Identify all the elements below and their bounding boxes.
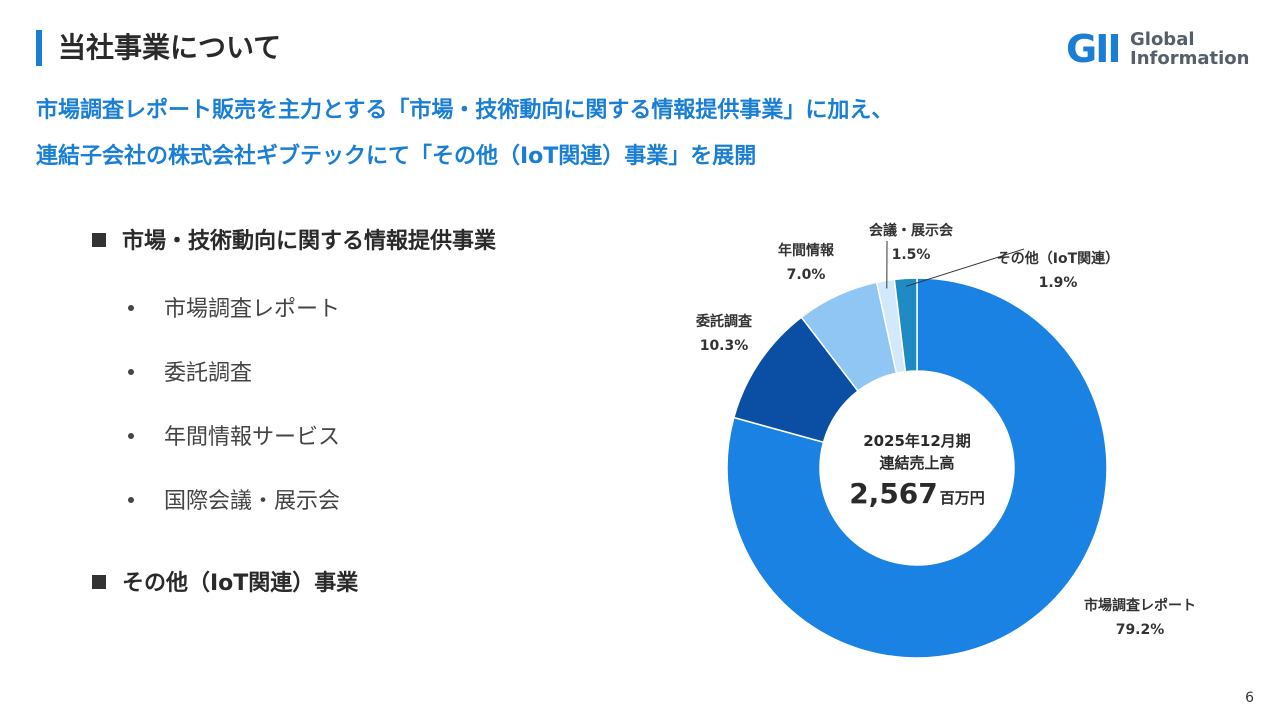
bullet-dot-icon xyxy=(128,369,134,375)
list-item: 委託調査 xyxy=(128,356,340,420)
bullet-dot-icon xyxy=(128,305,134,311)
slice-label-iot-other: その他（IoT関連） xyxy=(997,250,1119,267)
company-logo: GII Global Information xyxy=(1066,27,1249,71)
service-list: 市場調査レポート 委託調査 年間情報サービス 国際会議・展示会 xyxy=(128,292,340,548)
slice-labels: 市場調査レポート 79.2% 委託調査 10.3% 年間情報 7.0% 会議・展示会 1.5%… xyxy=(695,222,1196,638)
leader-lines xyxy=(886,240,1025,289)
donut-slice-iot-other xyxy=(893,277,918,373)
slice-percent-iot-other: 1.9% xyxy=(1039,275,1078,291)
slice-percent-commissioned-research: 10.3% xyxy=(700,338,749,354)
logo-wordmark: Global Information xyxy=(1130,30,1249,68)
donut-center: 2025年12月期 連結売上高 2,567 百万円 xyxy=(849,432,985,510)
leader-line-iot-other xyxy=(905,248,1025,287)
center-caption: 連結売上高 xyxy=(879,454,954,472)
list-item-label: 市場調査レポート xyxy=(164,297,341,322)
lead-line-2: 連結子会社の株式会社ギブテックにて「その他（IoT関連）事業」を展開 xyxy=(36,144,757,169)
slice-label-annual-info: 年間情報 xyxy=(778,242,835,259)
slice-label-conference-exhibition: 会議・展示会 xyxy=(869,222,954,239)
slice-label-market-report: 市場調査レポート xyxy=(1084,597,1196,614)
slice-label-commissioned-research: 委託調査 xyxy=(695,313,753,330)
center-period: 2025年12月期 xyxy=(863,432,971,450)
list-item-label: 年間情報サービス xyxy=(164,425,341,450)
bullet-dot-icon xyxy=(128,433,134,439)
title-accent-bar xyxy=(36,30,42,66)
list-item-label: 委託調査 xyxy=(164,361,253,386)
revenue-donut-chart: 市場調査レポート 79.2% 委託調査 10.3% 年間情報 7.0% 会議・展示会 1.5%… xyxy=(695,222,1196,659)
page-title: 当社事業について xyxy=(58,31,282,64)
list-item: 年間情報サービス xyxy=(128,420,340,484)
slice-percent-market-report: 79.2% xyxy=(1116,622,1165,638)
center-value: 2,567 xyxy=(849,477,938,510)
section-heading-text: 市場・技術動向に関する情報提供事業 xyxy=(122,229,497,254)
bullet-dot-icon xyxy=(128,497,134,503)
list-item-label: 国際会議・展示会 xyxy=(164,489,341,514)
center-unit: 百万円 xyxy=(940,489,985,507)
page-number: 6 xyxy=(1245,690,1254,706)
square-bullet-icon xyxy=(92,575,106,589)
slice-percent-annual-info: 7.0% xyxy=(787,267,826,283)
donut-slices xyxy=(726,277,1108,659)
list-item: 国際会議・展示会 xyxy=(128,484,340,548)
logo-line-global: Global xyxy=(1130,29,1195,50)
square-bullet-icon xyxy=(92,233,106,247)
lead-text: 市場調査レポート販売を主力とする「市場・技術動向に関する情報提供事業」に加え、 … xyxy=(36,88,1216,180)
donut-slice-market-report xyxy=(726,277,1108,659)
section-heading-info-business: 市場・技術動向に関する情報提供事業 xyxy=(92,226,496,258)
list-item: 市場調査レポート xyxy=(128,292,340,356)
lead-line-1: 市場調査レポート販売を主力とする「市場・技術動向に関する情報提供事業」に加え、 xyxy=(36,98,894,123)
section-heading-text: その他（IoT関連）事業 xyxy=(122,571,359,596)
center-total: 2,567 百万円 xyxy=(849,477,985,510)
section-heading-iot-business: その他（IoT関連）事業 xyxy=(92,568,358,600)
slice-percent-conference-exhibition: 1.5% xyxy=(892,247,931,263)
logo-mark: GII xyxy=(1066,27,1121,71)
logo-line-information: Information xyxy=(1130,48,1250,69)
